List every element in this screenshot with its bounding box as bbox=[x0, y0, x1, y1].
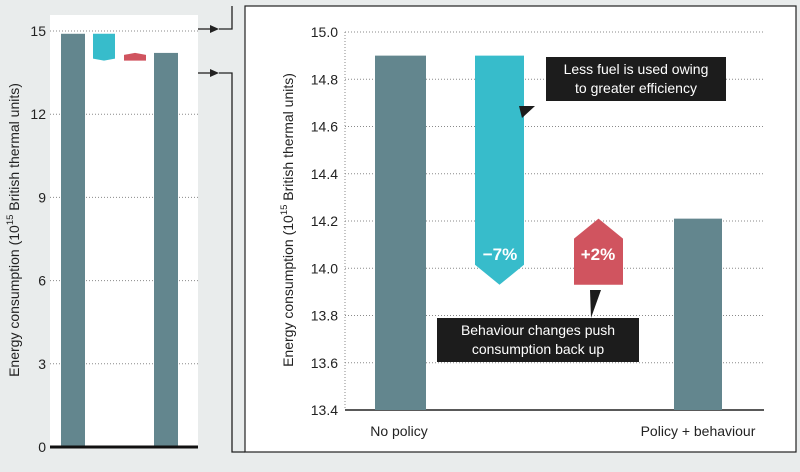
overview-y-label-main: Energy consumption (10 bbox=[6, 225, 22, 377]
detail-category-labels: No policy Policy + behaviour bbox=[370, 423, 756, 439]
efficiency-callout-line-1: Less fuel is used owing bbox=[563, 61, 709, 77]
efficiency-callout: Less fuel is used owing to greater effic… bbox=[546, 57, 726, 101]
overview-bar-behaviour bbox=[124, 52, 146, 61]
detail-y-tick-label: 14.0 bbox=[311, 260, 338, 276]
detail-bar-no-policy bbox=[375, 55, 426, 410]
detail-y-tick-label: 14.8 bbox=[311, 71, 338, 87]
arrow-right-icon bbox=[210, 69, 219, 77]
detail-y-tick-label: 13.4 bbox=[311, 402, 338, 418]
behaviour-callout-pointer bbox=[590, 290, 601, 318]
efficiency-callout-line-2: to greater efficiency bbox=[575, 80, 697, 96]
connector-top bbox=[198, 6, 233, 33]
detail-y-tick-label: 13.6 bbox=[311, 355, 338, 371]
overview-y-tick-label: 6 bbox=[38, 273, 46, 289]
detail-y-tick-label: 13.8 bbox=[311, 308, 338, 324]
detail-bar-efficiency bbox=[475, 55, 524, 285]
behaviour-callout-line-2: consumption back up bbox=[471, 341, 605, 357]
behaviour-callout: Behaviour changes push consumption back … bbox=[437, 318, 639, 362]
overview-bar-efficiency bbox=[93, 33, 115, 61]
behaviour-callout-line-1: Behaviour changes push bbox=[460, 322, 616, 338]
overview-y-label-units: British thermal units) bbox=[6, 83, 22, 214]
detail-y-tick-label: 14.2 bbox=[311, 213, 338, 229]
overview-y-label-exponent: 15 bbox=[5, 215, 16, 226]
overview-y-tick-label: 15 bbox=[30, 23, 46, 39]
overview-y-axis-label: Energy consumption (1015 British thermal… bbox=[5, 83, 22, 377]
detail-y-tick-label: 14.6 bbox=[311, 119, 338, 135]
overview-bar-policy-behaviour bbox=[154, 52, 178, 447]
detail-y-label-units: British thermal units) bbox=[280, 73, 296, 204]
efficiency-callout-pointer bbox=[519, 106, 535, 118]
overview-ticks: 0 3 6 9 12 15 bbox=[30, 23, 46, 455]
overview-y-tick-label: 3 bbox=[38, 356, 46, 372]
detail-bars bbox=[375, 55, 722, 410]
detail-bar-behaviour bbox=[574, 218, 623, 285]
detail-ticks: 13.4 13.6 13.8 14.0 14.2 14.4 14.6 14.8 15.0 bbox=[311, 24, 338, 418]
detail-bar-policy-behaviour bbox=[674, 218, 722, 410]
detail-y-tick-label: 15.0 bbox=[311, 24, 338, 40]
detail-y-axis-label: Energy consumption (1015 British thermal… bbox=[279, 73, 296, 367]
detail-y-label-exponent: 15 bbox=[279, 205, 290, 216]
overview-y-tick-label: 9 bbox=[38, 189, 46, 205]
detail-y-label-main: Energy consumption (10 bbox=[280, 215, 296, 367]
overview-y-tick-label: 12 bbox=[30, 106, 46, 122]
overview-bars bbox=[61, 33, 178, 447]
overview-bar-no-policy bbox=[61, 33, 85, 447]
efficiency-change-label: −7% bbox=[483, 245, 518, 264]
arrow-right-icon bbox=[210, 25, 219, 33]
behaviour-change-label: +2% bbox=[581, 245, 616, 264]
overview-y-tick-label: 0 bbox=[38, 439, 46, 455]
detail-category-label: No policy bbox=[370, 423, 428, 439]
detail-y-tick-label: 14.4 bbox=[311, 166, 338, 182]
detail-category-label: Policy + behaviour bbox=[641, 423, 756, 439]
connector-bottom bbox=[198, 69, 245, 453]
